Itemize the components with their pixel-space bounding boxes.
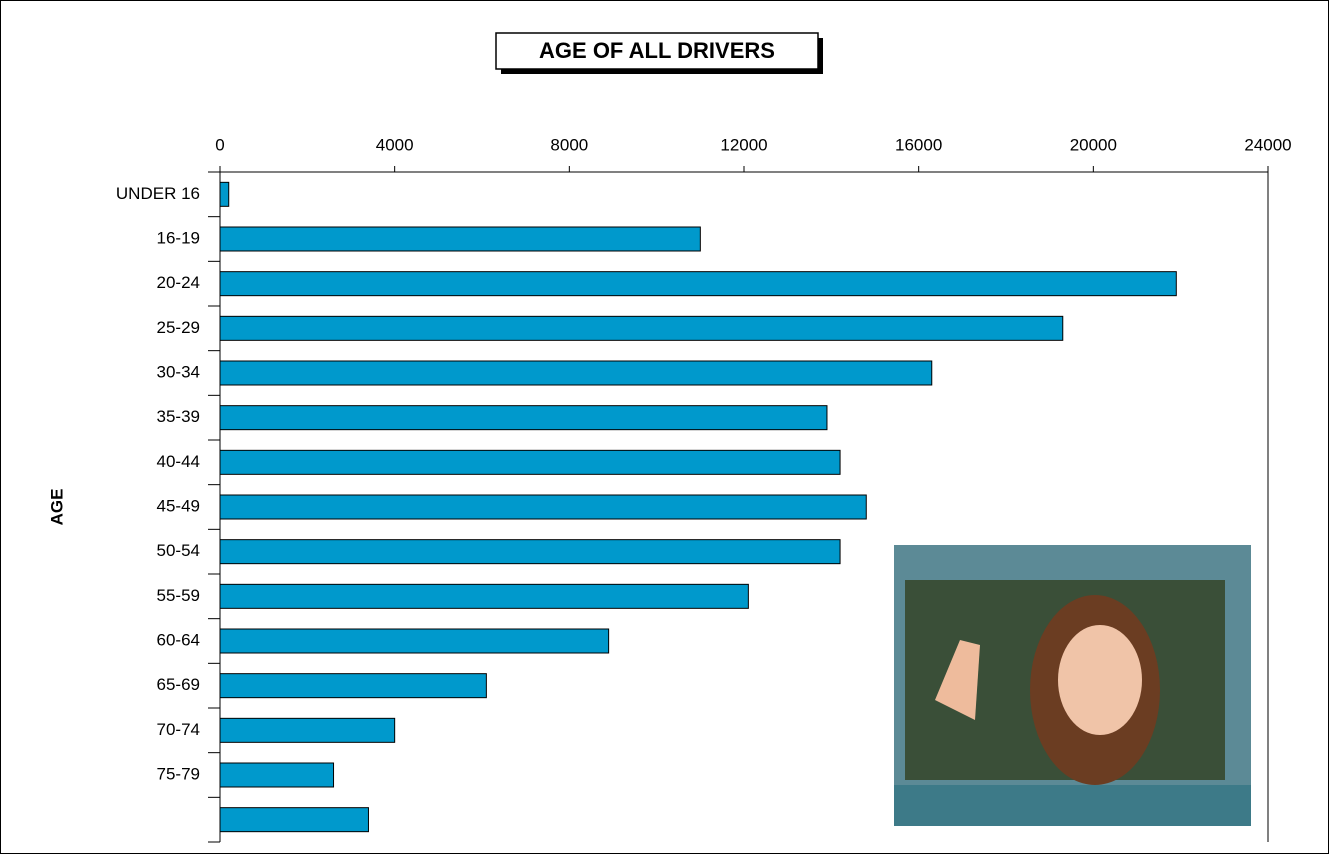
y-tick-label: 16-19 bbox=[157, 228, 200, 247]
y-tick-label: 60-64 bbox=[157, 630, 200, 649]
bar bbox=[219, 628, 610, 654]
photo-face bbox=[1058, 625, 1142, 735]
bar bbox=[219, 226, 701, 252]
x-tick-label: 16000 bbox=[895, 135, 942, 154]
y-tick-label: 35-39 bbox=[157, 407, 200, 426]
y-tick-label: 55-59 bbox=[157, 586, 200, 605]
photo bbox=[894, 545, 1251, 826]
bar bbox=[219, 494, 867, 520]
y-tick-label: 50-54 bbox=[157, 541, 200, 560]
chart-title: AGE OF ALL DRIVERS bbox=[539, 38, 775, 63]
bar bbox=[219, 271, 1177, 297]
y-tick-label: 25-29 bbox=[157, 318, 200, 337]
y-tick-label: 20-24 bbox=[157, 273, 200, 292]
x-tick-label: 20000 bbox=[1070, 135, 1117, 154]
bar bbox=[219, 360, 933, 386]
title-box bbox=[495, 32, 819, 70]
x-tick-label: 0 bbox=[215, 135, 224, 154]
y-axis-label: AGE bbox=[47, 489, 66, 526]
bar bbox=[219, 807, 369, 833]
bar bbox=[219, 717, 396, 743]
y-tick-label: 65-69 bbox=[157, 675, 200, 694]
bar bbox=[219, 762, 335, 788]
bar bbox=[219, 583, 749, 609]
y-tick-label: 70-74 bbox=[157, 720, 200, 739]
bar bbox=[219, 405, 828, 431]
y-tick-label: UNDER 16 bbox=[116, 184, 200, 203]
bar bbox=[219, 449, 841, 475]
bar bbox=[219, 539, 841, 565]
bar bbox=[219, 181, 230, 207]
x-tick-label: 24000 bbox=[1244, 135, 1291, 154]
photo-arm bbox=[935, 640, 980, 720]
y-tick-label: 75-79 bbox=[157, 764, 200, 783]
y-tick-label: 30-34 bbox=[157, 362, 200, 381]
bar bbox=[219, 315, 1064, 341]
x-tick-label: 8000 bbox=[550, 135, 588, 154]
bar bbox=[219, 673, 487, 699]
x-tick-label: 12000 bbox=[720, 135, 767, 154]
y-tick-label: 40-44 bbox=[157, 452, 200, 471]
y-tick-label: 45-49 bbox=[157, 496, 200, 515]
photo-door bbox=[894, 785, 1251, 826]
x-tick-label: 4000 bbox=[376, 135, 414, 154]
